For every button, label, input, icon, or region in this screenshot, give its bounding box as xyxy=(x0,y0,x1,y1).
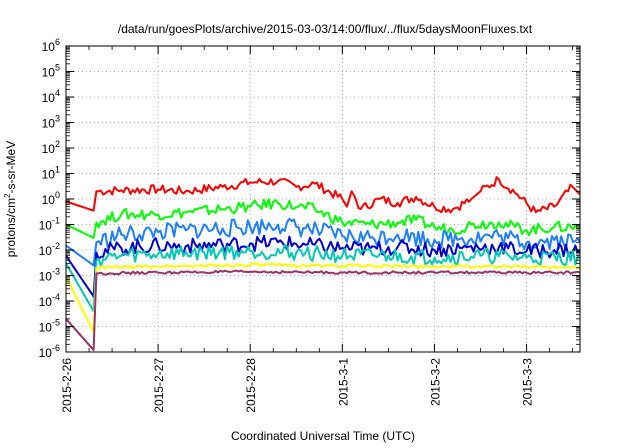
y-tick-label: 10-5 xyxy=(39,318,60,335)
x-axis-title: Coordinated Universal Time (UTC) xyxy=(231,429,415,443)
y-axis-title-prefix: protons/cm xyxy=(4,198,18,257)
y-tick-label: 100 xyxy=(42,190,60,207)
x-tick-label: 2015-2-26 xyxy=(60,358,74,413)
y-tick-label: 101 xyxy=(42,165,60,182)
series-line-1 xyxy=(65,176,581,214)
y-axis-title-sup: 2 xyxy=(3,193,12,198)
x-tick-label: 2015-3-1 xyxy=(336,358,350,406)
x-axis: 2015-2-26 2015-2-27 2015-2-28 2015-3-1 2015-… xyxy=(60,46,574,413)
y-axis: 10-6 10-5 10-4 10-3 10-2 10-1 100 101 102 103 104 1… xyxy=(39,37,580,360)
x-tick-label: 2015-3-3 xyxy=(521,358,535,406)
x-tick-label: 2015-3-2 xyxy=(428,358,442,406)
y-tick-label: 10-3 xyxy=(39,267,60,284)
y-tick-label: 105 xyxy=(42,63,60,80)
series-group xyxy=(65,176,581,351)
x-tick-label: 2015-2-27 xyxy=(152,358,166,413)
y-tick-label: 104 xyxy=(42,88,60,105)
y-tick-label: 10-4 xyxy=(39,292,60,309)
y-tick-label: 10-2 xyxy=(39,241,60,258)
y-tick-label: 102 xyxy=(42,139,60,156)
series-line-7 xyxy=(65,269,581,351)
y-axis-title: protons/cm2-s-sr-MeV xyxy=(3,141,18,257)
y-tick-label: 106 xyxy=(42,37,60,54)
x-tick-label: 2015-2-28 xyxy=(244,358,258,413)
y-tick-label: 103 xyxy=(42,114,60,131)
series-line-5 xyxy=(65,244,581,313)
series-line-2 xyxy=(65,198,581,239)
y-axis-title-suffix: -s-sr-MeV xyxy=(4,141,18,194)
y-tick-label: 10-6 xyxy=(39,343,60,360)
grid xyxy=(66,46,580,352)
series-line-3 xyxy=(65,217,581,267)
chart-title: /data/run/goesPlots/archive/2015-03-03/1… xyxy=(118,22,533,36)
y-tick-label: 10-1 xyxy=(39,216,60,233)
series-line-6 xyxy=(65,262,581,334)
series-line-4 xyxy=(65,234,581,298)
